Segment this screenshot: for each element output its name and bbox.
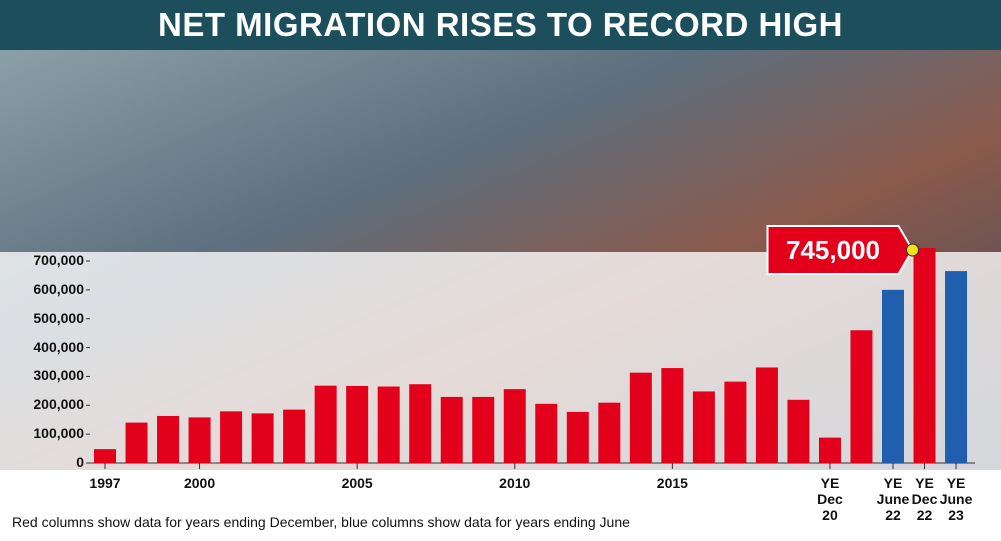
x-tick-label: YE June 23 <box>939 475 973 523</box>
footer-panel <box>0 470 1001 541</box>
y-tick-label: 600,000 <box>33 280 84 297</box>
y-tick-label: 700,000 <box>33 252 84 268</box>
x-tick-label: 2005 <box>341 475 373 491</box>
chart-title: NET MIGRATION RISES TO RECORD HIGH <box>158 6 843 43</box>
bar <box>818 437 841 463</box>
x-tick-label: 1997 <box>89 475 121 491</box>
x-tick-label: 2010 <box>499 475 531 491</box>
bar <box>755 367 778 463</box>
bar <box>850 330 873 463</box>
x-tick-label: YE June 22 <box>876 475 910 523</box>
bar <box>440 396 463 463</box>
bar <box>188 417 211 463</box>
bar <box>503 389 526 463</box>
y-tick-label: 500,000 <box>33 309 84 326</box>
bar <box>598 402 621 463</box>
title-band <box>0 0 1001 50</box>
bar <box>882 289 904 463</box>
x-tick-label: 2000 <box>183 475 216 491</box>
bar <box>314 385 337 463</box>
y-tick-label: 200,000 <box>33 396 84 413</box>
callout <box>766 225 914 276</box>
x-tick-label: YE Dec 20 <box>817 475 843 523</box>
bar <box>472 396 495 463</box>
bar <box>377 386 400 463</box>
x-tick-label: 2015 <box>656 475 688 491</box>
bar <box>409 384 432 463</box>
bar <box>629 372 652 463</box>
bar <box>283 409 306 463</box>
y-tick-label: 400,000 <box>33 338 84 355</box>
bar <box>94 449 116 463</box>
bar <box>661 368 684 463</box>
bar <box>692 391 715 463</box>
footnote: Red columns show data for years ending D… <box>12 514 630 530</box>
bar <box>566 411 589 463</box>
bar <box>787 399 810 463</box>
bar <box>220 411 243 463</box>
bar <box>945 271 968 463</box>
bar <box>157 415 180 463</box>
bar <box>724 381 747 463</box>
bar <box>913 248 936 463</box>
value-label: 745,000 <box>786 235 880 265</box>
bar <box>251 413 274 463</box>
y-tick-label: 100,000 <box>33 425 84 442</box>
bar <box>125 422 148 463</box>
bar <box>346 385 369 463</box>
y-tick-label: 300,000 <box>33 367 84 384</box>
y-tick-label: 0 <box>76 454 84 470</box>
marker-dot <box>906 243 920 257</box>
bar <box>535 403 558 463</box>
x-tick-label: YE Dec 22 <box>911 475 938 523</box>
